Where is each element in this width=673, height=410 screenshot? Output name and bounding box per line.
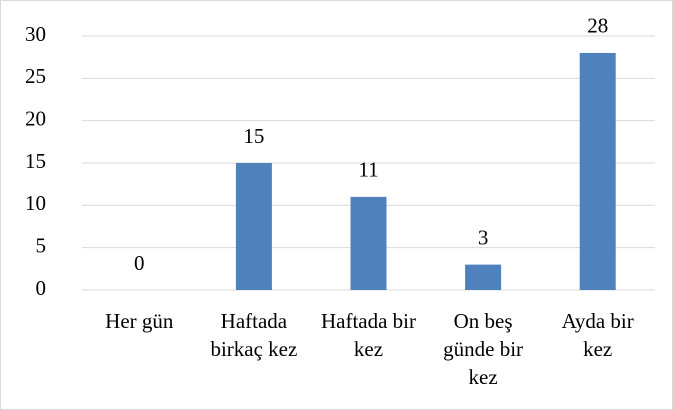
y-tick-label: 20: [25, 106, 46, 130]
x-tick-label: On beş günde bir kez: [443, 309, 523, 389]
y-tick-label: 30: [25, 22, 46, 46]
x-tick-label: Her gün: [105, 309, 174, 333]
y-tick-label: 10: [25, 191, 46, 215]
data-label: 3: [478, 225, 489, 249]
y-tick-label: 5: [36, 233, 47, 257]
bar: [235, 163, 272, 290]
x-tick-label: Haftada birkaç kez: [210, 309, 297, 361]
y-tick-label: 25: [25, 64, 46, 88]
y-tick-label: 0: [36, 276, 47, 300]
data-label: 0: [134, 251, 145, 275]
y-tick-label: 15: [25, 149, 46, 173]
data-label: 28: [587, 14, 608, 38]
x-tick-label: Ayda bir kez: [562, 309, 634, 361]
data-label: 11: [358, 158, 378, 182]
bar: [579, 52, 616, 290]
data-label: 15: [243, 124, 264, 148]
x-tick-label: Haftada bir kez: [321, 309, 416, 361]
bar: [465, 264, 502, 290]
bar: [350, 196, 387, 290]
